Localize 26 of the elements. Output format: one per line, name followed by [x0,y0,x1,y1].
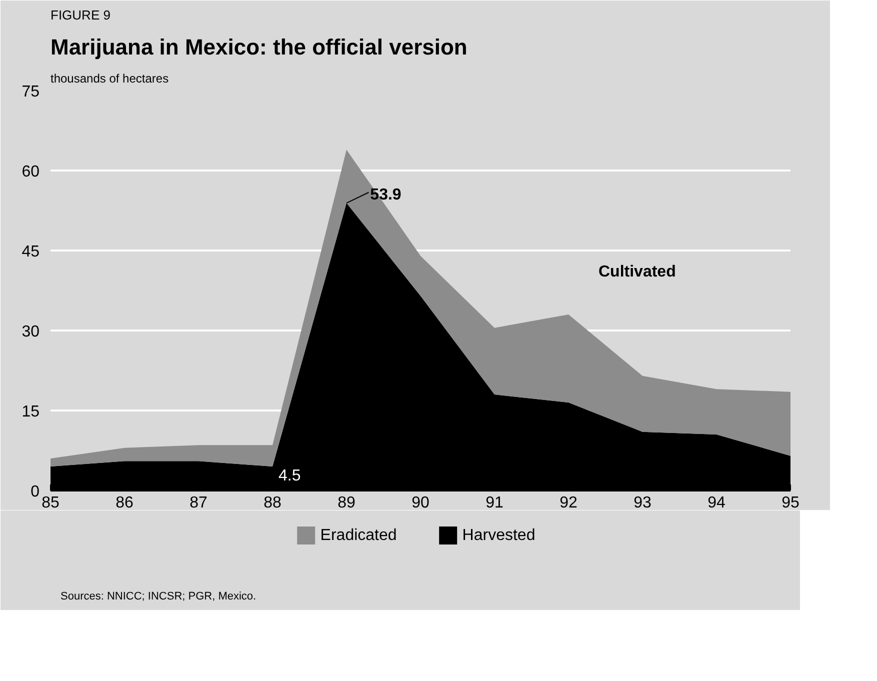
x-tick-label: 95 [782,494,800,512]
x-tick-label: 86 [116,494,134,512]
y-tick-label: 0 [30,484,40,500]
x-tick-label: 91 [486,494,504,512]
x-tick-label: 90 [412,494,430,512]
y-tick-label: 75 [22,84,40,100]
source-note: Sources: NNICC; INCSR; PGR, Mexico. [60,590,256,602]
legend-label: Eradicated [320,527,397,544]
legend-label: Harvested [462,527,536,544]
annotation: 53.9 [370,186,402,204]
x-tick-label: 93 [634,494,652,512]
y-tick-label: 30 [22,324,40,340]
chart-subtitle: Marijuana in Mexico: the official version [50,34,468,60]
x-tick-label: 92 [560,494,578,512]
y-axis-title: thousands of hectares [50,72,169,86]
y-tick-label: 45 [22,244,40,260]
chart-title: FIGURE 9 [50,8,110,22]
x-tick-label: 87 [190,494,208,512]
x-tick-label: 94 [708,494,726,512]
x-tick-label: 89 [338,494,356,512]
annotation: 4.5 [278,468,301,484]
y-tick-label: 60 [22,164,40,180]
annotation: Cultivated [598,264,676,280]
x-tick-label: 85 [42,494,60,512]
y-tick-label: 15 [22,404,40,420]
x-tick-label: 88 [264,494,282,512]
